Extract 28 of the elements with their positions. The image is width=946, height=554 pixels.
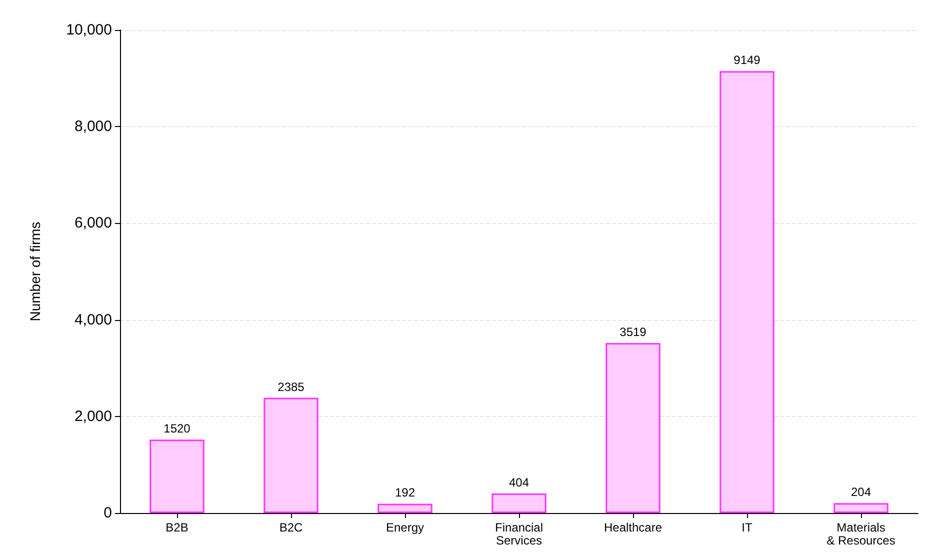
bar	[606, 343, 660, 513]
data-label: 3519	[620, 325, 647, 340]
data-label: 204	[850, 485, 872, 500]
data-label: 1520	[164, 422, 191, 436]
y-tick-label: 8,000	[74, 118, 112, 136]
bar	[834, 503, 888, 513]
y-tick-label: 4,000	[74, 311, 112, 328]
y-tick-label: 10,000	[66, 22, 112, 38]
y-tick-label: 0	[104, 504, 112, 522]
bar	[720, 71, 774, 513]
y-tick-label: 2,000	[74, 408, 112, 425]
data-label: 192	[394, 486, 416, 500]
y-tick-label: 6,000	[74, 214, 112, 232]
x-tick-label: B2B	[166, 520, 188, 534]
x-tick-label: B2C	[279, 520, 304, 534]
bar	[150, 440, 204, 513]
bar	[378, 504, 432, 513]
y-axis-title: Number of firms	[27, 222, 43, 322]
bar	[264, 398, 318, 513]
x-tick-label: Materials & Resources	[826, 520, 896, 548]
data-label: 9149	[734, 53, 761, 68]
data-label: 2385	[278, 380, 305, 394]
bar	[492, 493, 546, 513]
x-tick-label: IT	[742, 520, 753, 534]
data-label: 404	[508, 475, 530, 490]
x-tick-label: Financial Services	[494, 520, 544, 548]
x-tick-label: Energy	[386, 520, 424, 534]
x-tick-label: Healthcare	[604, 520, 662, 534]
